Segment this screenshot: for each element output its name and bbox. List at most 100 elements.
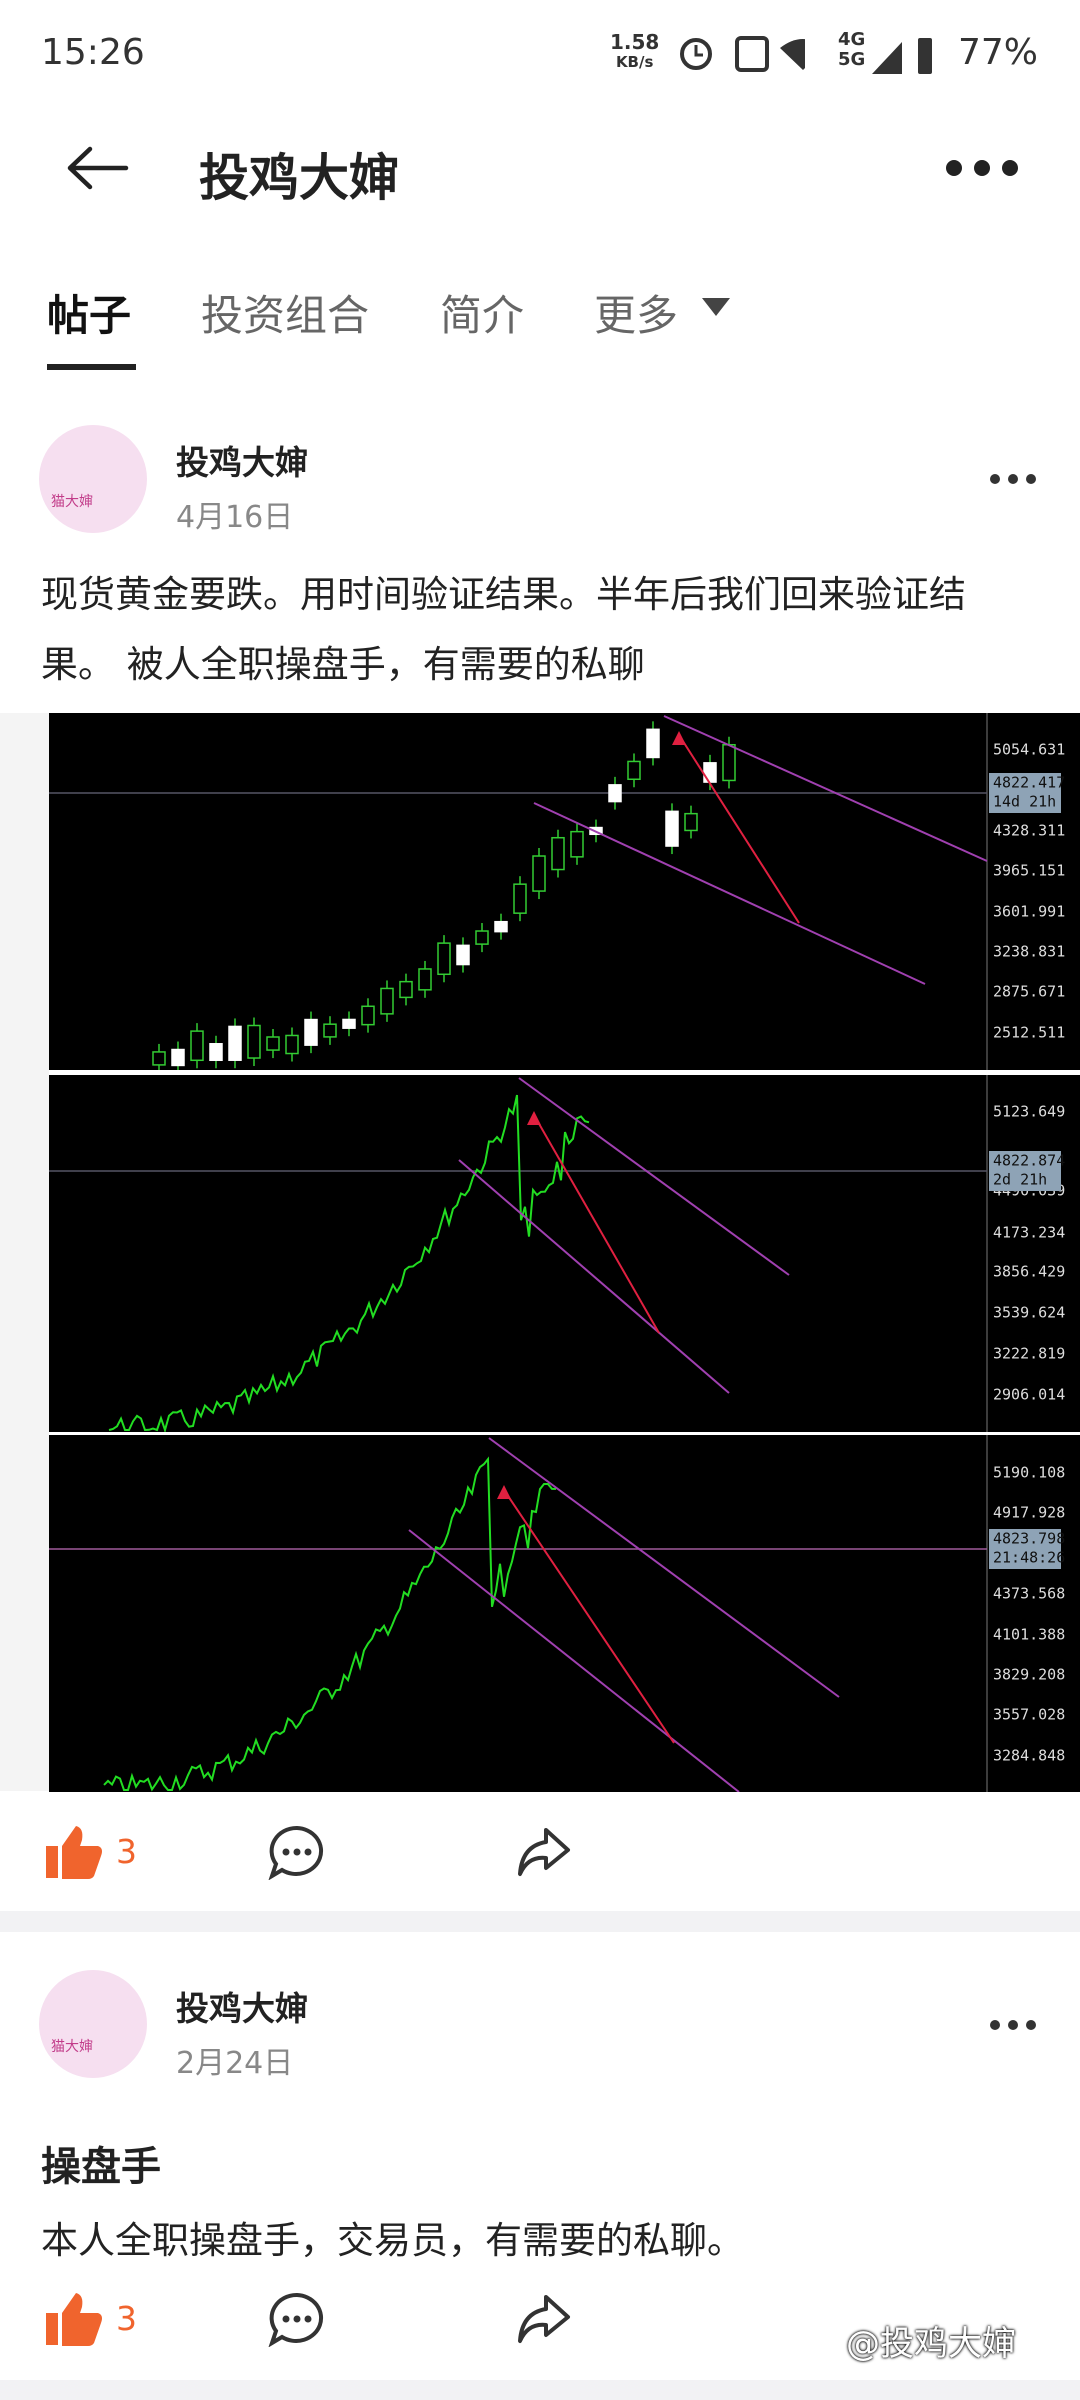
separator xyxy=(0,2380,1080,2400)
chart-background xyxy=(49,713,1080,1070)
forecast-arrow xyxy=(678,734,800,924)
post-date: 4月16日 xyxy=(176,500,294,535)
candle-body xyxy=(266,1036,280,1051)
price-box xyxy=(989,1529,1061,1569)
price-label: 3222.819 xyxy=(993,1345,1065,1363)
candle-body xyxy=(551,836,565,871)
candle-body xyxy=(475,930,489,945)
candle-body xyxy=(285,1034,299,1055)
tab[interactable]: 简介 xyxy=(440,291,525,340)
price-box-text: 14d 21h xyxy=(993,793,1056,811)
candle-body xyxy=(152,1051,166,1066)
tab[interactable]: 更多 xyxy=(594,291,679,340)
tab[interactable]: 投资组合 xyxy=(201,291,370,340)
price-label: 2906.014 xyxy=(993,1386,1065,1404)
price-label: 4328.311 xyxy=(993,822,1065,840)
watermark: @投鸡大婶 xyxy=(846,2324,1016,2364)
more-button[interactable] xyxy=(942,156,1022,180)
trend-line xyxy=(408,1529,740,1792)
tab[interactable]: 帖子 xyxy=(47,291,132,340)
clock: 15:26 xyxy=(41,32,145,73)
candle-body xyxy=(209,1043,223,1062)
author-name[interactable]: 投鸡大婶 xyxy=(176,443,308,482)
candle-body xyxy=(513,883,527,914)
net-speed: 1.58 KB/s xyxy=(610,32,659,72)
comment-button[interactable] xyxy=(268,1824,326,1880)
like-count: 3 xyxy=(116,2299,137,2338)
avatar[interactable]: 猫大婶 xyxy=(39,425,147,533)
candle-body xyxy=(532,855,546,892)
trend-line xyxy=(488,1437,840,1698)
arrow-head xyxy=(672,731,686,745)
arrow-head xyxy=(497,1485,511,1499)
price-box-text: 4823.798 xyxy=(993,1530,1065,1548)
candle-body xyxy=(703,762,717,783)
candle-body xyxy=(190,1030,204,1062)
post-text: 本人全职操盘手，交易员，有需要的私聊。 xyxy=(41,2219,744,2262)
like-button[interactable] xyxy=(44,1824,104,1880)
avatar-text: 猫大婶 xyxy=(51,494,93,510)
comment-button[interactable] xyxy=(268,2291,326,2347)
candle-body xyxy=(494,920,508,933)
price-label: 3284.848 xyxy=(993,1747,1065,1765)
image-margin xyxy=(0,713,49,1791)
candle-body xyxy=(684,812,698,832)
chart-background xyxy=(49,1435,1080,1792)
back-button[interactable] xyxy=(66,145,130,191)
price-label: 5190.108 xyxy=(993,1464,1065,1482)
author-name[interactable]: 投鸡大婶 xyxy=(176,1989,308,2028)
price-path xyxy=(108,1094,590,1432)
like-button[interactable] xyxy=(44,2291,104,2347)
price-label: 3557.028 xyxy=(993,1706,1065,1724)
share-button[interactable] xyxy=(516,1826,572,1878)
post-menu[interactable] xyxy=(988,2016,1038,2034)
price-label: 2512.511 xyxy=(993,1024,1065,1042)
chart-background xyxy=(49,1075,1080,1432)
header-title: 投鸡大婶 xyxy=(199,149,399,207)
post-date: 2月24日 xyxy=(176,2046,294,2081)
candle-body xyxy=(646,728,660,759)
candle-body xyxy=(627,760,641,781)
price-label: 3965.151 xyxy=(993,862,1065,880)
post-text: 现货黄金要跌。用时间验证结果。半年后我们回来验证结 xyxy=(41,573,966,616)
price-label: 3829.208 xyxy=(993,1666,1065,1684)
price-box-text: 2d 21h xyxy=(993,1171,1047,1189)
trend-line xyxy=(518,1077,790,1276)
price-label: 4101.388 xyxy=(993,1626,1065,1644)
post-heading: 操盘手 xyxy=(41,2144,161,2190)
candle-body xyxy=(304,1018,318,1046)
candle-body xyxy=(323,1023,337,1038)
price-path xyxy=(103,1456,557,1792)
price-chart: 5054.631 4328.311 3965.151 3601.991 3238.831… xyxy=(49,713,1080,1070)
post-menu[interactable] xyxy=(988,470,1038,488)
price-label: 3601.991 xyxy=(993,903,1065,921)
trend-line xyxy=(663,715,988,862)
candle-body xyxy=(418,968,432,991)
like-count: 3 xyxy=(116,1832,137,1871)
network-type: 5G xyxy=(838,49,866,70)
trend-line xyxy=(533,802,926,985)
price-label: 3238.831 xyxy=(993,943,1065,961)
price-label: 3856.429 xyxy=(993,1263,1065,1281)
forecast-arrow xyxy=(503,1489,675,1744)
candle-body xyxy=(399,980,413,999)
avatar[interactable]: 猫大婶 xyxy=(39,1970,147,2078)
candle-body xyxy=(361,1005,375,1026)
price-box-text: 4822.417 xyxy=(993,774,1065,792)
price-box xyxy=(989,1151,1061,1191)
price-label: 4917.928 xyxy=(993,1504,1065,1522)
candle-body xyxy=(608,784,622,803)
price-label: 5123.649 xyxy=(993,1103,1065,1121)
speed-unit: KB/s xyxy=(615,53,654,71)
network: 4G 5G xyxy=(838,30,865,70)
battery: 77% xyxy=(958,32,1039,73)
candle-body xyxy=(665,810,679,847)
price-box xyxy=(989,773,1061,813)
candle-body xyxy=(456,944,470,966)
price-label: 2875.671 xyxy=(993,983,1065,1001)
price-label: 5054.631 xyxy=(993,741,1065,759)
price-label: 4373.568 xyxy=(993,1585,1065,1603)
share-button[interactable] xyxy=(516,2293,572,2345)
separator xyxy=(0,1911,1080,1932)
candle-body xyxy=(722,743,736,782)
